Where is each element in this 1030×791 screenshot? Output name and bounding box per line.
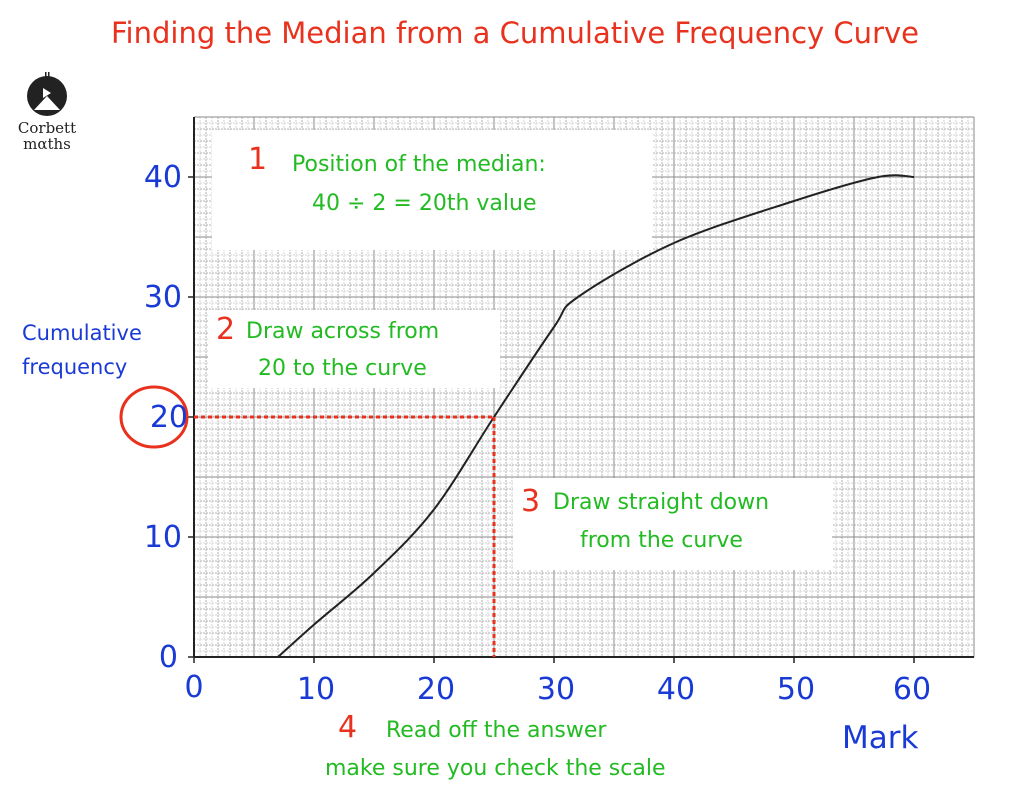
page-title: Finding the Median from a Cumulative Fre… <box>110 16 919 50</box>
y-tick-label: 40 <box>143 160 182 195</box>
y-tick-label: 30 <box>143 280 182 315</box>
y-axis-label: Cumulative frequency <box>22 316 142 384</box>
y-axis-label-line: Cumulative <box>22 321 142 345</box>
step-2-box: 2 Draw across from 20 to the curve <box>208 310 500 388</box>
y-tick-label: 10 <box>143 520 182 555</box>
step-text: 20 to the curve <box>258 356 427 381</box>
step-3-box: 3 Draw straight down from the curve <box>513 478 832 570</box>
step-text: make sure you check the scale <box>325 756 666 781</box>
x-tick-label: 30 <box>536 672 576 707</box>
y-tick-label: 0 <box>158 640 178 675</box>
x-tick-label: 40 <box>656 672 696 707</box>
y-axis-label-line: frequency <box>22 355 128 379</box>
step-number: 3 <box>521 484 541 519</box>
x-tick-label: 10 <box>296 672 336 707</box>
logo-icon <box>27 72 67 116</box>
cumulative-frequency-curve <box>277 174 915 658</box>
x-tick-label: 20 <box>416 672 456 707</box>
axes <box>188 117 974 663</box>
step-number: 4 <box>338 710 358 745</box>
y-tick-label: 20 <box>149 400 188 435</box>
step-text: Read off the answer <box>386 718 607 743</box>
step-1-box: 1 Position of the median: 40 ÷ 2 = 20th … <box>212 130 652 250</box>
step-number: 1 <box>248 142 268 177</box>
highlight-circle-20 <box>119 385 189 449</box>
step-text: Draw straight down <box>553 490 770 515</box>
logo-text: mαths <box>23 135 71 153</box>
x-tick-label: 0 <box>184 670 204 705</box>
corbettmaths-logo: Corbett mαths <box>12 72 82 152</box>
step-text: 40 ÷ 2 = 20th value <box>312 191 537 216</box>
step-text: Position of the median: <box>292 152 546 177</box>
x-tick-label: 50 <box>776 672 816 707</box>
step-text: Draw across from <box>246 319 440 344</box>
step-number: 2 <box>216 312 236 347</box>
logo-text: Corbett <box>17 119 77 137</box>
x-axis-label: Mark <box>842 720 919 756</box>
step-text: from the curve <box>580 528 743 553</box>
x-tick-label: 60 <box>892 672 932 707</box>
